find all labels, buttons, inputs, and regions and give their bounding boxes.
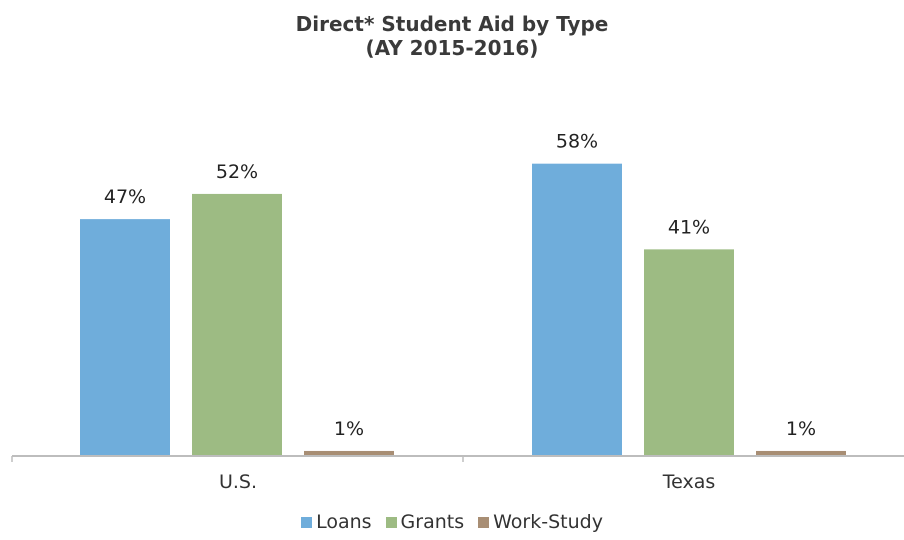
chart-title-line-2: (AY 2015-2016) (365, 36, 539, 60)
bar-grants-texas (644, 249, 734, 456)
bar-work-study-u-s- (304, 450, 394, 456)
bar-grants-u-s- (192, 193, 282, 457)
data-label-work-study-texas: 1% (786, 418, 816, 440)
bar-work-study-texas (756, 450, 846, 456)
x-tick-label-u-s-: U.S. (219, 471, 257, 493)
legend-swatch-work-study (478, 516, 490, 528)
data-label-grants-u-s-: 52% (216, 161, 258, 183)
x-tick-label-texas: Texas (662, 471, 716, 493)
data-label-loans-texas: 58% (556, 131, 598, 153)
data-label-work-study-u-s-: 1% (334, 418, 364, 440)
bar-loans-u-s- (80, 219, 170, 456)
data-label-loans-u-s-: 47% (104, 186, 146, 208)
legend-swatch-loans (301, 516, 313, 528)
legend: Loans Grants Work-Study (0, 511, 904, 533)
legend-label-work-study: Work-Study (493, 511, 603, 533)
legend-item-loans: Loans (301, 511, 372, 533)
legend-swatch-grants (385, 516, 397, 528)
legend-item-grants: Grants (385, 511, 465, 533)
data-label-grants-texas: 41% (668, 216, 710, 238)
chart-title: Direct* Student Aid by Type (AY 2015-201… (0, 12, 904, 60)
bar-loans-texas (532, 163, 622, 456)
legend-label-loans: Loans (316, 511, 372, 533)
chart-title-line-1: Direct* Student Aid by Type (295, 12, 609, 36)
legend-item-work-study: Work-Study (478, 511, 603, 533)
legend-label-grants: Grants (400, 511, 465, 533)
